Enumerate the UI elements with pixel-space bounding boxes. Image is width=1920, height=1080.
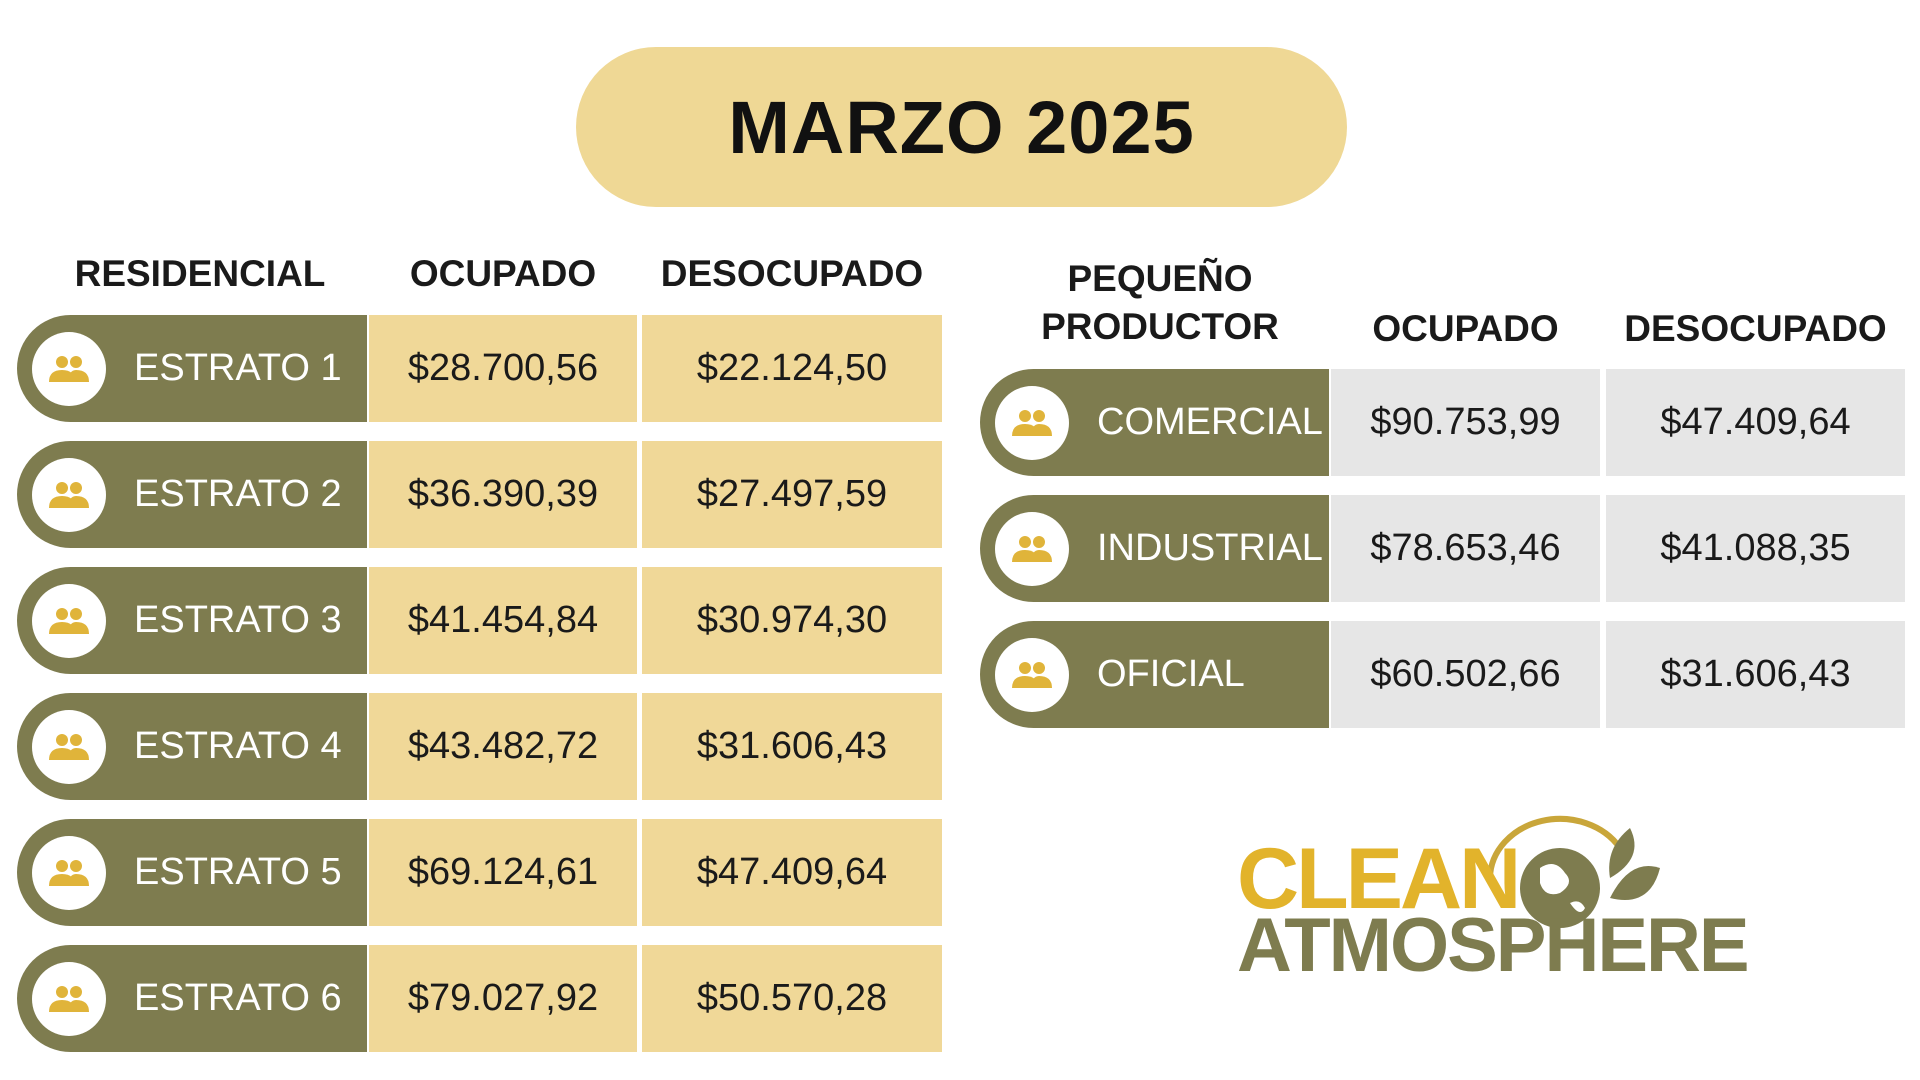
value-cell: $78.653,46: [1331, 495, 1600, 602]
row-label: COMERCIAL: [980, 369, 1329, 476]
user-icon: [32, 961, 106, 1036]
row-label-text: ESTRATO 2: [134, 473, 342, 515]
row-label-text: OFICIAL: [1097, 653, 1245, 695]
row-label: ESTRATO 4: [17, 693, 367, 800]
value-cell: $41.088,35: [1606, 495, 1905, 602]
row-label-text: ESTRATO 4: [134, 725, 342, 767]
row-label: INDUSTRIAL: [980, 495, 1329, 602]
value-cell: $36.390,39: [369, 441, 637, 548]
value-cell: $60.502,66: [1331, 621, 1600, 728]
user-icon: [995, 511, 1069, 586]
value-cell: $43.482,72: [369, 693, 637, 800]
row-label: ESTRATO 3: [17, 567, 367, 674]
row-label-text: ESTRATO 3: [134, 599, 342, 641]
row-label-text: INDUSTRIAL: [1097, 527, 1323, 569]
logo-clean: CLEAN: [1237, 831, 1521, 927]
value-cell: $30.974,30: [642, 567, 942, 674]
logo-globe: [1487, 815, 1660, 928]
row-label: OFICIAL: [980, 621, 1329, 728]
title: MARZO 2025: [576, 47, 1347, 207]
value-cell: $22.124,50: [642, 315, 942, 422]
user-icon: [32, 331, 106, 406]
user-icon: [32, 835, 106, 910]
value-cell: $90.753,99: [1331, 369, 1600, 476]
row-label: ESTRATO 5: [17, 819, 367, 926]
value-cell: $79.027,92: [369, 945, 637, 1052]
row-label: ESTRATO 1: [17, 315, 367, 422]
value-cell: $69.124,61: [369, 819, 637, 926]
user-icon: [32, 709, 106, 784]
row-label: ESTRATO 6: [17, 945, 367, 1052]
user-icon: [995, 385, 1069, 460]
value-cell: $47.409,64: [642, 819, 942, 926]
value-cell: $27.497,59: [642, 441, 942, 548]
column-header: DESOCUPADO: [660, 253, 924, 294]
value-cell: $50.570,28: [642, 945, 942, 1052]
row-label-text: COMERCIAL: [1097, 401, 1323, 443]
user-icon: [32, 457, 106, 532]
value-cell: $31.606,43: [1606, 621, 1905, 728]
value-cell: $31.606,43: [642, 693, 942, 800]
user-icon: [995, 637, 1069, 712]
row-label-text: ESTRATO 5: [134, 851, 342, 893]
user-icon: [32, 583, 106, 658]
column-header: PEQUEÑO PRODUCTOR: [1041, 258, 1279, 347]
column-header: OCUPADO: [409, 253, 597, 294]
row-label-text: ESTRATO 1: [134, 347, 342, 389]
value-cell: $41.454,84: [369, 567, 637, 674]
row-label-text: ESTRATO 6: [134, 977, 342, 1019]
value-cell: $28.700,56: [369, 315, 637, 422]
row-label: ESTRATO 2: [17, 441, 367, 548]
column-header: DESOCUPADO: [1624, 308, 1887, 349]
column-header: OCUPADO: [1372, 308, 1559, 349]
column-header: RESIDENCIAL: [74, 253, 326, 294]
value-cell: $47.409,64: [1606, 369, 1905, 476]
logo-atmosphere: ATMOSPHERE: [1237, 903, 1750, 988]
